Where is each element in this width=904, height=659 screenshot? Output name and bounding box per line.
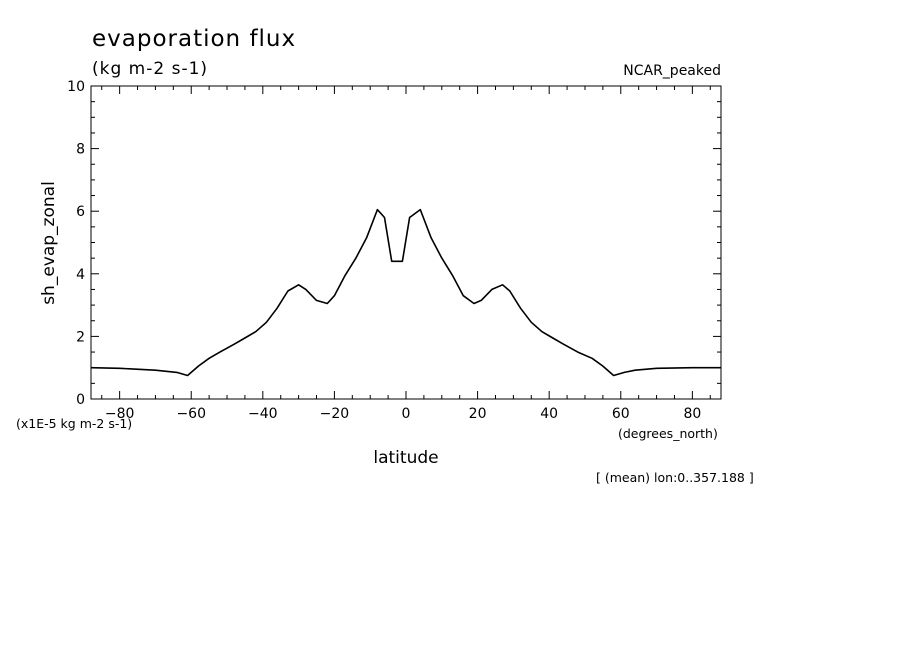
dataset-tag: NCAR_peaked <box>623 63 721 79</box>
y-tick-label: 2 <box>76 329 85 345</box>
x-units-label: (degrees_north) <box>618 426 718 441</box>
y-tick-label: 10 <box>67 79 85 95</box>
x-axis-label: latitude <box>373 448 438 468</box>
x-tick-label: 40 <box>540 406 558 422</box>
y-tick-label: 6 <box>76 204 85 220</box>
y-tick-label: 0 <box>76 392 85 408</box>
x-tick-label: 20 <box>469 406 487 422</box>
x-tick-label: −60 <box>176 406 206 422</box>
x-tick-label: 0 <box>402 406 411 422</box>
x-tick-label: −40 <box>248 406 278 422</box>
chart-units: (kg m-2 s-1) <box>92 59 208 79</box>
footnote: [ (mean) lon:0..357.188 ] <box>596 470 754 485</box>
y-tick-label: 8 <box>76 142 85 158</box>
x-tick-label: 60 <box>612 406 630 422</box>
chart-title: evaporation flux <box>92 26 296 52</box>
x-tick-label: 80 <box>683 406 701 422</box>
x-tick-label: −80 <box>105 406 135 422</box>
tick-labels: −80 −60 −40 −20 0 20 40 60 80 0 2 4 6 8 10 <box>67 79 701 422</box>
y-scale-note: (x1E-5 kg m-2 s-1) <box>16 416 132 431</box>
y-tick-label: 4 <box>76 267 85 283</box>
x-tick-label: −20 <box>320 406 350 422</box>
y-axis-label: sh_evap_zonal <box>39 181 59 305</box>
series-line <box>90 208 721 377</box>
